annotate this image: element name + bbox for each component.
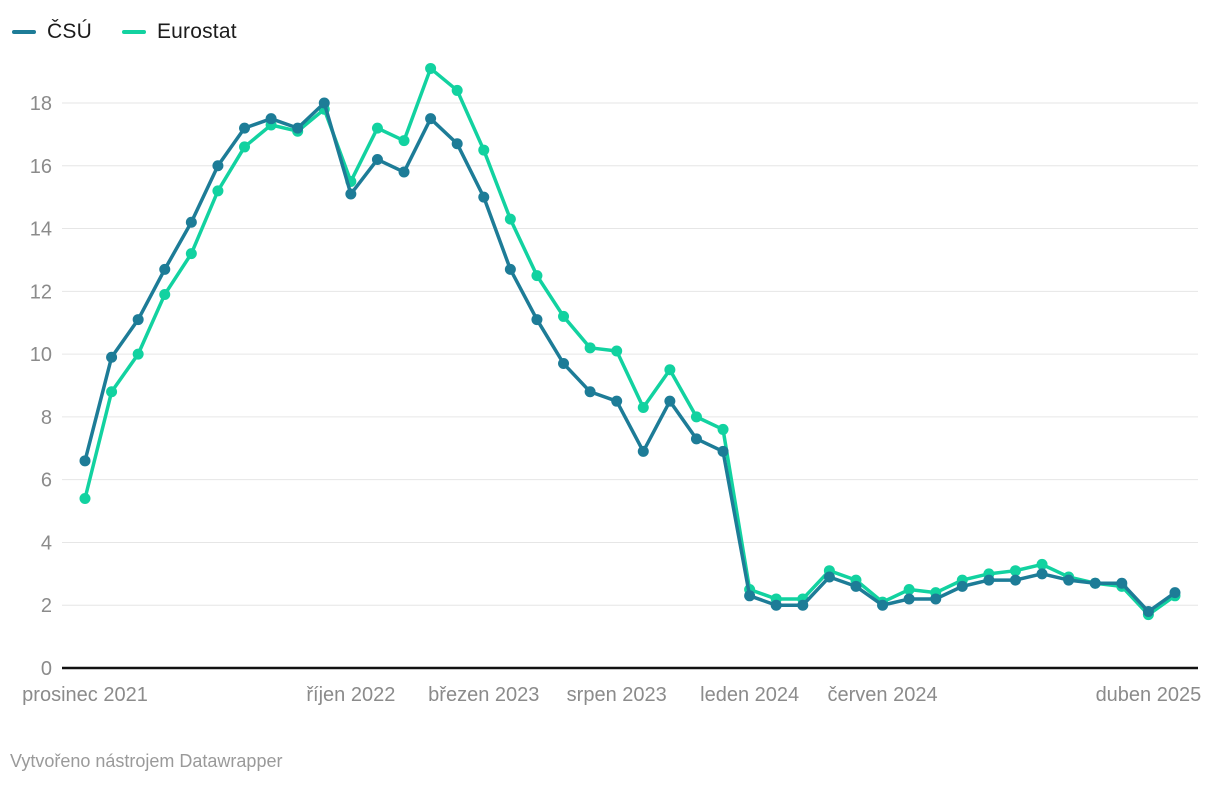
- csu-line-swatch-icon: [12, 30, 36, 34]
- data-point-eurostat[interactable]: [106, 386, 118, 398]
- data-point-eurostat[interactable]: [132, 348, 144, 360]
- x-tick-label: říjen 2022: [306, 684, 395, 706]
- data-point-eurostat[interactable]: [185, 248, 197, 260]
- data-point-csu[interactable]: [132, 314, 144, 326]
- data-point-csu[interactable]: [850, 580, 862, 592]
- y-tick-label: 8: [41, 407, 52, 429]
- data-point-csu[interactable]: [690, 433, 702, 445]
- data-point-eurostat[interactable]: [717, 423, 729, 435]
- data-point-csu[interactable]: [584, 386, 596, 398]
- y-tick-label: 4: [41, 532, 52, 554]
- legend-item-eurostat: Eurostat: [121, 20, 237, 44]
- data-point-eurostat[interactable]: [637, 401, 649, 413]
- data-point-csu[interactable]: [478, 191, 490, 203]
- y-tick-label: 10: [30, 344, 52, 366]
- eurostat-line-swatch-icon: [121, 30, 146, 34]
- data-point-eurostat[interactable]: [903, 584, 915, 596]
- data-point-eurostat[interactable]: [478, 144, 490, 156]
- data-point-csu[interactable]: [903, 593, 915, 605]
- attribution-footer[interactable]: Vytvořeno nástrojem Datawrapper: [10, 751, 283, 771]
- data-point-csu[interactable]: [239, 122, 251, 134]
- data-point-csu[interactable]: [637, 445, 649, 457]
- data-point-eurostat[interactable]: [664, 364, 676, 376]
- data-point-eurostat[interactable]: [159, 288, 171, 300]
- data-point-csu[interactable]: [956, 580, 968, 592]
- data-point-csu[interactable]: [1036, 568, 1048, 580]
- data-point-csu[interactable]: [1009, 574, 1021, 586]
- x-tick-label: leden 2024: [700, 684, 799, 706]
- x-tick-label: prosinec 2021: [22, 684, 148, 706]
- y-tick-label: 18: [30, 93, 52, 115]
- data-point-csu[interactable]: [292, 122, 304, 134]
- data-point-csu[interactable]: [930, 593, 942, 605]
- data-point-eurostat[interactable]: [558, 310, 570, 322]
- data-point-eurostat[interactable]: [531, 270, 543, 282]
- data-point-csu[interactable]: [159, 263, 171, 275]
- data-point-csu[interactable]: [1063, 574, 1075, 586]
- data-point-csu[interactable]: [558, 358, 570, 370]
- data-point-csu[interactable]: [717, 445, 729, 457]
- data-point-csu[interactable]: [106, 351, 118, 363]
- data-point-csu[interactable]: [451, 138, 463, 150]
- data-point-eurostat[interactable]: [451, 84, 463, 96]
- data-point-eurostat[interactable]: [239, 141, 251, 153]
- x-tick-label: červen 2024: [828, 684, 938, 706]
- data-point-eurostat[interactable]: [504, 213, 516, 225]
- y-tick-label: 12: [30, 281, 52, 303]
- data-point-csu[interactable]: [318, 97, 330, 109]
- data-point-eurostat[interactable]: [611, 345, 623, 357]
- data-point-csu[interactable]: [185, 216, 197, 228]
- data-point-eurostat[interactable]: [371, 122, 383, 134]
- data-point-csu[interactable]: [823, 571, 835, 583]
- data-point-eurostat[interactable]: [690, 411, 702, 423]
- data-point-csu[interactable]: [425, 113, 437, 125]
- x-tick-label: březen 2023: [428, 684, 539, 706]
- data-point-csu[interactable]: [1089, 577, 1101, 589]
- legend-label-csu: ČSÚ: [47, 20, 92, 43]
- series-line-csu: [83, 101, 1177, 614]
- data-point-eurostat[interactable]: [425, 62, 437, 74]
- data-point-csu[interactable]: [212, 160, 224, 172]
- y-tick-label: 16: [30, 156, 52, 178]
- data-point-csu[interactable]: [877, 599, 889, 611]
- data-point-csu[interactable]: [797, 599, 809, 611]
- y-tick-label: 6: [41, 470, 52, 492]
- data-point-eurostat[interactable]: [584, 342, 596, 354]
- data-point-eurostat[interactable]: [79, 492, 91, 504]
- data-point-csu[interactable]: [371, 153, 383, 165]
- data-point-csu[interactable]: [79, 455, 91, 467]
- data-point-csu[interactable]: [398, 166, 410, 178]
- data-point-eurostat[interactable]: [1036, 558, 1048, 570]
- data-point-csu[interactable]: [1116, 577, 1128, 589]
- legend-item-csu: ČSÚ: [12, 20, 92, 44]
- data-point-eurostat[interactable]: [398, 135, 410, 147]
- data-point-csu[interactable]: [1169, 587, 1181, 599]
- data-point-csu[interactable]: [664, 395, 676, 407]
- x-tick-label: srpen 2023: [567, 684, 667, 706]
- data-point-eurostat[interactable]: [212, 185, 224, 197]
- data-point-csu[interactable]: [345, 188, 357, 200]
- chart-legend: ČSÚ Eurostat: [12, 20, 237, 44]
- data-point-csu[interactable]: [611, 395, 623, 407]
- x-tick-label: duben 2025: [1096, 684, 1202, 706]
- data-point-csu[interactable]: [770, 599, 782, 611]
- data-point-csu[interactable]: [744, 590, 756, 602]
- data-point-eurostat[interactable]: [1009, 565, 1021, 577]
- data-point-csu[interactable]: [504, 263, 516, 275]
- y-tick-label: 0: [41, 658, 52, 680]
- data-point-csu[interactable]: [531, 314, 543, 326]
- y-tick-label: 14: [30, 219, 52, 241]
- data-point-csu[interactable]: [983, 574, 995, 586]
- data-point-csu[interactable]: [265, 113, 277, 125]
- legend-label-eurostat: Eurostat: [156, 20, 237, 43]
- line-chart: 0 2 4 6 8 10 12 14 16 18 prosinec 2021 říjen 2022 bř…: [22, 62, 1202, 706]
- data-point-csu[interactable]: [1142, 605, 1154, 617]
- y-tick-label: 2: [41, 595, 52, 617]
